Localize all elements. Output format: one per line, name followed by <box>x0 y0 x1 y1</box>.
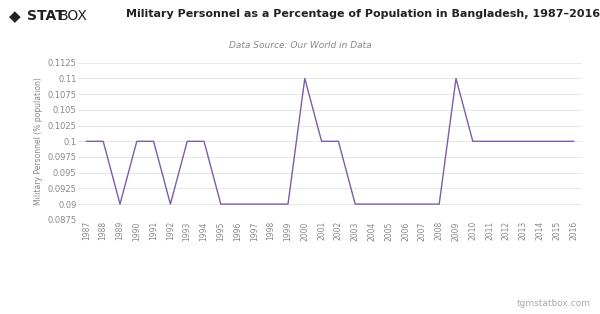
Text: tgmstatbox.com: tgmstatbox.com <box>517 299 591 308</box>
Text: STAT: STAT <box>27 9 65 24</box>
Text: Military Personnel as a Percentage of Population in Bangladesh, 1987–2016: Military Personnel as a Percentage of Po… <box>126 9 600 19</box>
Text: Data Source: Our World in Data: Data Source: Our World in Data <box>229 41 371 50</box>
Text: BOX: BOX <box>59 9 88 24</box>
Y-axis label: Military Personnel (% population): Military Personnel (% population) <box>34 77 43 205</box>
Text: ◆: ◆ <box>9 9 21 24</box>
